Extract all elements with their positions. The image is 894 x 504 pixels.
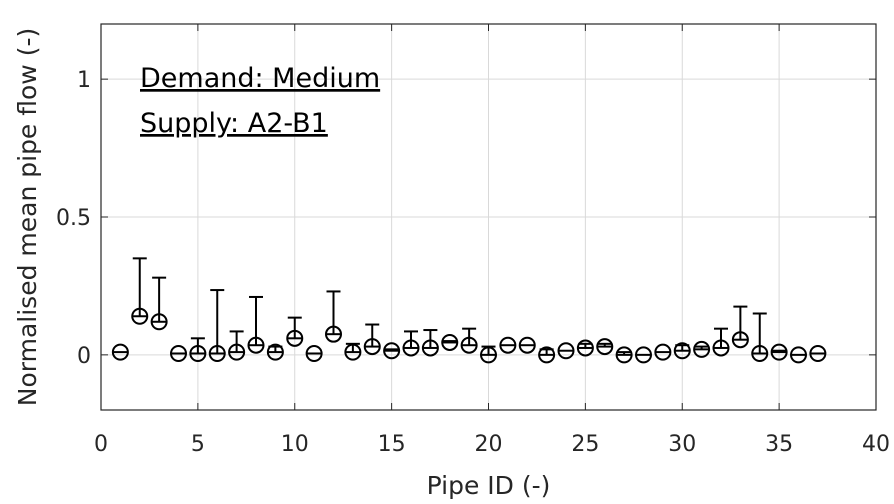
- axes-box: [100, 23, 877, 411]
- annotations: Demand: Medium Supply: A2-B1: [140, 63, 380, 139]
- data-point: [305, 344, 323, 362]
- x-tick-label: 15: [378, 432, 406, 457]
- data-point: [421, 339, 439, 357]
- data-point: [538, 346, 556, 364]
- axes: [100, 23, 877, 411]
- data-point: [809, 344, 827, 362]
- y-tick-label: 1: [77, 68, 91, 93]
- annotation: Supply: A2-B1: [140, 108, 328, 139]
- data-points: [111, 307, 827, 364]
- y-axis-label: Normalised mean pipe flow (-): [13, 28, 42, 406]
- data-point: [363, 338, 381, 356]
- x-tick-label: 20: [475, 432, 503, 457]
- x-tick-label: 35: [765, 432, 793, 457]
- data-point: [344, 343, 362, 361]
- data-point: [325, 325, 342, 343]
- x-tick-label: 25: [571, 432, 599, 457]
- data-point: [441, 333, 459, 351]
- data-point: [615, 346, 633, 364]
- data-point: [383, 342, 401, 360]
- data-point: [286, 329, 304, 347]
- data-point: [266, 343, 284, 361]
- data-point: [228, 343, 246, 361]
- data-point: [480, 346, 497, 364]
- data-point: [499, 336, 517, 354]
- data-point: [170, 344, 187, 362]
- data-point: [790, 346, 807, 364]
- data-point: [131, 307, 149, 325]
- data-point: [402, 339, 420, 357]
- x-tick-label: 30: [668, 432, 696, 457]
- data-point: [673, 342, 691, 360]
- data-point: [596, 338, 614, 356]
- error-bars: [113, 257, 825, 356]
- x-axis-label: Pipe ID (-): [427, 471, 551, 500]
- y-tick-label: 0: [77, 344, 91, 369]
- x-tick-label: 0: [94, 432, 108, 457]
- x-tick-label: 40: [862, 432, 890, 457]
- ticks: 0 5 10 15 20 25 30 35 40 0 0.5 1: [56, 24, 890, 457]
- data-point: [150, 313, 168, 331]
- x-tick-label: 5: [191, 432, 205, 457]
- data-point: [576, 339, 594, 357]
- x-tick-label: 10: [281, 432, 309, 457]
- data-point: [189, 344, 207, 362]
- data-point: [635, 346, 652, 364]
- data-point: [208, 344, 226, 362]
- data-point: [460, 336, 478, 354]
- data-point: [111, 343, 129, 361]
- data-point: [770, 343, 788, 361]
- data-point: [693, 340, 711, 358]
- data-point: [712, 339, 730, 357]
- data-point: [654, 343, 672, 361]
- annotation: Demand: Medium: [140, 63, 380, 94]
- data-point: [751, 344, 769, 362]
- data-point: [557, 342, 575, 360]
- data-point: [518, 336, 536, 354]
- data-point: [247, 336, 265, 354]
- y-tick-label: 0.5: [56, 206, 91, 231]
- data-point: [731, 331, 749, 349]
